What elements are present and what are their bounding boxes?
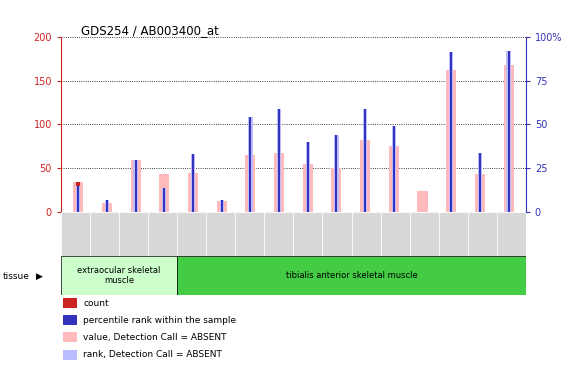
Bar [61,256,177,295]
Text: rank, Detection Call = ABSENT: rank, Detection Call = ABSENT [83,350,222,359]
Bar [191,182,195,212]
Bar [220,200,224,212]
Text: tissue: tissue [3,272,30,281]
Bar [162,188,166,212]
Bar [105,200,109,212]
Bar [306,142,310,212]
Bar [206,212,235,256]
Bar [277,203,281,212]
Bar [410,212,439,256]
Bar [381,212,410,256]
Bar [163,188,166,212]
Bar [507,51,511,212]
Bar [192,154,194,212]
Bar [235,212,264,256]
Bar [468,212,497,256]
Bar [102,203,112,212]
Bar [322,212,352,256]
Bar [363,109,367,212]
Bar [278,109,280,212]
Bar [76,186,80,212]
Bar [446,70,456,212]
Bar [334,135,339,212]
Bar [478,153,482,212]
Bar [507,203,510,212]
Bar [277,109,281,212]
Bar [77,182,80,212]
Bar [335,203,338,212]
Bar [63,298,77,308]
Bar [449,52,453,212]
Bar [245,155,256,212]
Bar [131,160,141,212]
Text: value, Detection Call = ABSENT: value, Detection Call = ABSENT [83,333,227,342]
Bar [450,52,452,212]
Text: GDS254 / AB003400_at: GDS254 / AB003400_at [81,24,219,37]
Bar [188,173,198,212]
Bar [360,140,370,212]
Bar [135,160,137,212]
Bar [479,153,481,212]
Bar [389,146,399,212]
Bar [177,256,526,295]
Bar [134,160,138,212]
Text: extraocular skeletal
muscle: extraocular skeletal muscle [77,266,161,285]
Bar [63,332,77,343]
Bar [73,182,83,212]
Bar [392,126,396,212]
Bar [63,350,77,359]
Bar [63,315,77,325]
Bar [105,203,109,212]
Bar [508,51,510,212]
Bar [504,65,514,212]
Bar [293,212,322,256]
Bar [249,117,252,212]
Bar [119,212,148,256]
Bar [478,204,482,212]
Text: percentile rank within the sample: percentile rank within the sample [83,316,236,325]
Bar [106,200,108,212]
Text: count: count [83,299,109,308]
Bar [303,164,313,212]
Bar [274,153,284,212]
Bar [450,203,453,212]
Bar [331,168,342,212]
Bar [475,173,485,212]
Bar [392,203,396,212]
Bar [148,212,177,256]
Bar [306,203,310,212]
Bar [248,117,253,212]
Bar [393,126,395,212]
Bar [249,203,252,212]
Bar [418,191,428,212]
Bar [335,135,338,212]
Bar [77,186,79,212]
Bar [177,212,206,256]
Text: ▶: ▶ [36,272,43,281]
Bar [134,188,137,212]
Bar [191,154,195,212]
Bar [220,206,224,212]
Bar [163,199,166,212]
Bar [90,212,119,256]
Bar [221,200,223,212]
Bar [439,212,468,256]
Bar [159,173,169,212]
Bar [61,212,90,256]
Bar [217,201,227,212]
Bar [307,142,309,212]
Text: tibialis anterior skeletal muscle: tibialis anterior skeletal muscle [286,271,417,280]
Bar [264,212,293,256]
Bar [352,212,381,256]
Bar [497,212,526,256]
Bar [364,109,366,212]
Bar [363,203,367,212]
